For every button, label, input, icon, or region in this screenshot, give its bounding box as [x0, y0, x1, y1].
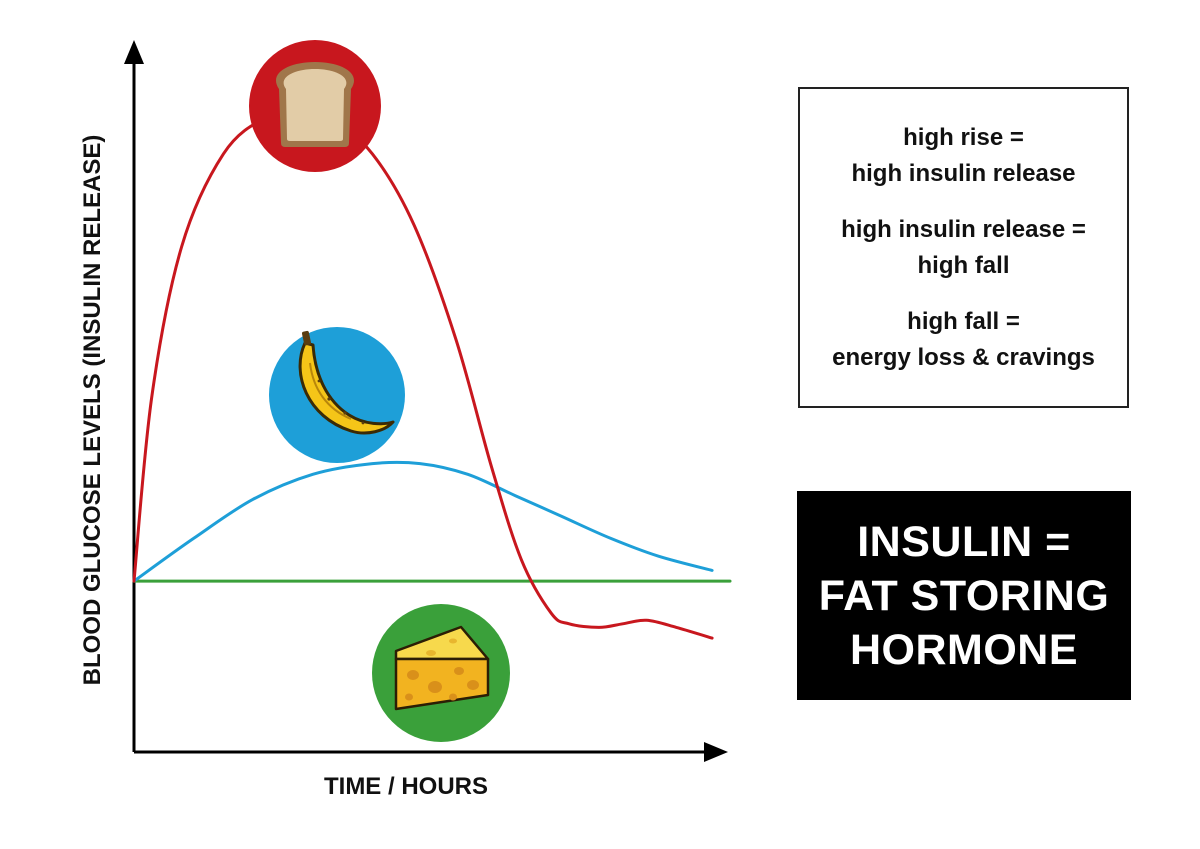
chart: TIME / HOURS BLOOD GLUCOSE LEVELS (INSUL…	[79, 40, 732, 800]
banana-glucose-curve	[132, 460, 714, 583]
info-item: high insulin release = high fall	[841, 212, 1086, 284]
info-line: high insulin release	[851, 159, 1076, 187]
info-line: high insulin release =	[841, 215, 1086, 243]
banana-circle	[269, 327, 405, 463]
info-item: high rise = high insulin release	[851, 120, 1075, 192]
headline-line: HORMONE	[849, 625, 1079, 674]
bread-glucose-curve	[132, 112, 714, 640]
x-axis-title: TIME / HOURS	[324, 773, 488, 800]
series-layer	[132, 112, 732, 640]
info-line: high rise =	[903, 123, 1024, 151]
headline-line: FAT STORING	[818, 571, 1110, 620]
bread-icon	[249, 40, 381, 172]
headline-box: INSULIN = FAT STORING HORMONE	[797, 491, 1131, 700]
banana-icon	[269, 327, 405, 463]
y-axis-arrowhead	[124, 40, 144, 64]
info-line: high fall	[917, 251, 1010, 279]
x-axis-arrowhead	[704, 742, 728, 762]
headline-line: INSULIN =	[857, 517, 1071, 566]
cheese-icon	[372, 604, 510, 742]
axes	[124, 40, 728, 762]
info-box: high rise = high insulin release high in…	[798, 87, 1129, 408]
info-line: energy loss & cravings	[832, 343, 1095, 371]
info-line: high fall =	[907, 307, 1020, 335]
y-axis-title: BLOOD GLUCOSE LEVELS (INSULIN RELEASE)	[79, 135, 106, 686]
info-item: high fall = energy loss & cravings	[832, 304, 1095, 376]
